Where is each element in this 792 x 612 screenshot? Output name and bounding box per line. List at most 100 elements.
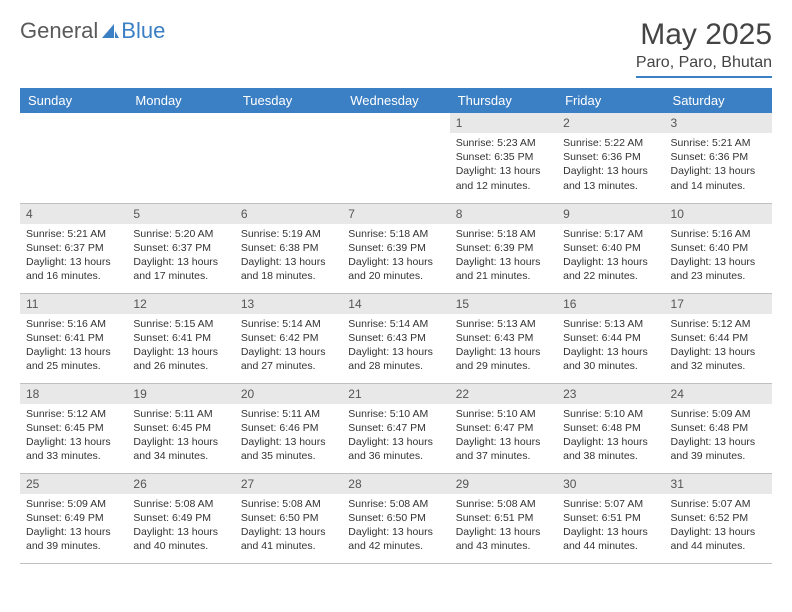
sunset-line: Sunset: 6:36 PM xyxy=(563,151,641,163)
sunrise-line: Sunrise: 5:10 AM xyxy=(456,408,536,420)
day-details: Sunrise: 5:10 AMSunset: 6:47 PMDaylight:… xyxy=(342,404,449,468)
day-number: 3 xyxy=(665,113,772,133)
weekday-header-row: SundayMondayTuesdayWednesdayThursdayFrid… xyxy=(20,88,772,113)
day-number: 4 xyxy=(20,204,127,224)
day-number: 27 xyxy=(235,474,342,494)
sunset-line: Sunset: 6:36 PM xyxy=(671,151,749,163)
logo-text-2: Blue xyxy=(121,18,165,44)
daylight-line: Daylight: 13 hours and 43 minutes. xyxy=(456,526,541,552)
sunrise-line: Sunrise: 5:08 AM xyxy=(456,498,536,510)
day-details: Sunrise: 5:07 AMSunset: 6:52 PMDaylight:… xyxy=(665,494,772,558)
daylight-line: Daylight: 13 hours and 41 minutes. xyxy=(241,526,326,552)
page-header: General Blue May 2025 Paro, Paro, Bhutan xyxy=(20,18,772,78)
daylight-line: Daylight: 13 hours and 39 minutes. xyxy=(26,526,111,552)
day-details: Sunrise: 5:16 AM Sunset: 6:40 PM Daylight:… xyxy=(665,224,772,288)
calendar-cell: 30Sunrise: 5:07 AMSunset: 6:51 PMDayligh… xyxy=(557,473,664,563)
sunrise-line: Sunrise: 5:21 AM xyxy=(671,137,751,149)
daylight-line: Daylight: 13 hours and 20 minutes. xyxy=(348,256,433,282)
sunset-line: Sunset: 6:42 PM xyxy=(241,332,319,344)
sunset-line: Sunset: 6:37 PM xyxy=(133,242,211,254)
sunset-line: Sunset: 6:50 PM xyxy=(348,512,426,524)
sunset-line: Sunset: 6:40 PM xyxy=(671,242,749,254)
day-number: 21 xyxy=(342,384,449,404)
sunrise-line: Sunrise: 5:18 AM xyxy=(348,228,428,240)
logo-text-1: General xyxy=(20,18,98,44)
daylight-line: Daylight: 13 hours and 14 minutes. xyxy=(671,165,756,191)
daylight-line: Daylight: 13 hours and 27 minutes. xyxy=(241,346,326,372)
calendar-cell: 27Sunrise: 5:08 AMSunset: 6:50 PMDayligh… xyxy=(235,473,342,563)
calendar-row: 11Sunrise: 5:16 AMSunset: 6:41 PMDayligh… xyxy=(20,293,772,383)
day-number: 17 xyxy=(665,294,772,314)
calendar-cell: 19Sunrise: 5:11 AMSunset: 6:45 PMDayligh… xyxy=(127,383,234,473)
day-number: 10 xyxy=(665,204,772,224)
sunrise-line: Sunrise: 5:16 AM xyxy=(26,318,106,330)
day-number: 13 xyxy=(235,294,342,314)
day-details: Sunrise: 5:16 AMSunset: 6:41 PMDaylight:… xyxy=(20,314,127,378)
daylight-line: Daylight: 13 hours and 23 minutes. xyxy=(671,256,756,282)
day-details: Sunrise: 5:10 AMSunset: 6:47 PMDaylight:… xyxy=(450,404,557,468)
day-number: 18 xyxy=(20,384,127,404)
sunrise-line: Sunrise: 5:14 AM xyxy=(348,318,428,330)
calendar-cell: 10 Sunrise: 5:16 AM Sunset: 6:40 PM Dayligh… xyxy=(665,203,772,293)
sunset-line: Sunset: 6:35 PM xyxy=(456,151,534,163)
day-number: 7 xyxy=(342,204,449,224)
day-details: Sunrise: 5:23 AMSunset: 6:35 PMDaylight:… xyxy=(450,133,557,197)
sunrise-line: Sunrise: 5:16 AM xyxy=(671,228,751,240)
calendar-row: 18Sunrise: 5:12 AMSunset: 6:45 PMDayligh… xyxy=(20,383,772,473)
weekday-header: Sunday xyxy=(20,88,127,113)
day-details: Sunrise: 5:09 AMSunset: 6:49 PMDaylight:… xyxy=(20,494,127,558)
sunset-line: Sunset: 6:46 PM xyxy=(241,422,319,434)
calendar-cell xyxy=(20,113,127,203)
calendar-cell: 6Sunrise: 5:19 AMSunset: 6:38 PMDaylight… xyxy=(235,203,342,293)
sunset-line: Sunset: 6:44 PM xyxy=(563,332,641,344)
daylight-line: Daylight: 13 hours and 26 minutes. xyxy=(133,346,218,372)
day-details: Sunrise: 5:12 AMSunset: 6:45 PMDaylight:… xyxy=(20,404,127,468)
calendar-cell: 3 Sunrise: 5:21 AM Sunset: 6:36 PM Daylight… xyxy=(665,113,772,203)
daylight-line: Daylight: 13 hours and 16 minutes. xyxy=(26,256,111,282)
sunset-line: Sunset: 6:45 PM xyxy=(133,422,211,434)
day-number: 9 xyxy=(557,204,664,224)
daylight-line: Daylight: 13 hours and 18 minutes. xyxy=(241,256,326,282)
daylight-line: Daylight: 13 hours and 38 minutes. xyxy=(563,436,648,462)
sunset-line: Sunset: 6:48 PM xyxy=(671,422,749,434)
sunrise-line: Sunrise: 5:23 AM xyxy=(456,137,536,149)
daylight-line: Daylight: 13 hours and 28 minutes. xyxy=(348,346,433,372)
weekday-header: Friday xyxy=(557,88,664,113)
sunrise-line: Sunrise: 5:13 AM xyxy=(456,318,536,330)
calendar-cell: 9Sunrise: 5:17 AMSunset: 6:40 PMDaylight… xyxy=(557,203,664,293)
day-details: Sunrise: 5:18 AMSunset: 6:39 PMDaylight:… xyxy=(450,224,557,288)
day-number: 15 xyxy=(450,294,557,314)
sunrise-line: Sunrise: 5:17 AM xyxy=(563,228,643,240)
day-number: 6 xyxy=(235,204,342,224)
sunrise-line: Sunrise: 5:10 AM xyxy=(348,408,428,420)
calendar-cell: 12Sunrise: 5:15 AMSunset: 6:41 PMDayligh… xyxy=(127,293,234,383)
day-details: Sunrise: 5:21 AMSunset: 6:37 PMDaylight:… xyxy=(20,224,127,288)
sunset-line: Sunset: 6:38 PM xyxy=(241,242,319,254)
sunset-line: Sunset: 6:43 PM xyxy=(348,332,426,344)
day-number: 30 xyxy=(557,474,664,494)
day-number: 8 xyxy=(450,204,557,224)
calendar-cell: 24Sunrise: 5:09 AMSunset: 6:48 PMDayligh… xyxy=(665,383,772,473)
weekday-header: Wednesday xyxy=(342,88,449,113)
calendar-cell: 4Sunrise: 5:21 AMSunset: 6:37 PMDaylight… xyxy=(20,203,127,293)
sunset-line: Sunset: 6:47 PM xyxy=(456,422,534,434)
daylight-line: Daylight: 13 hours and 44 minutes. xyxy=(671,526,756,552)
calendar-cell: 2Sunrise: 5:22 AMSunset: 6:36 PMDaylight… xyxy=(557,113,664,203)
sunrise-line: Sunrise: 5:08 AM xyxy=(133,498,213,510)
calendar-cell: 17Sunrise: 5:12 AMSunset: 6:44 PMDayligh… xyxy=(665,293,772,383)
calendar-cell: 25Sunrise: 5:09 AMSunset: 6:49 PMDayligh… xyxy=(20,473,127,563)
day-number: 16 xyxy=(557,294,664,314)
day-number: 26 xyxy=(127,474,234,494)
sunrise-line: Sunrise: 5:12 AM xyxy=(671,318,751,330)
calendar-cell: 11Sunrise: 5:16 AMSunset: 6:41 PMDayligh… xyxy=(20,293,127,383)
sunrise-line: Sunrise: 5:07 AM xyxy=(671,498,751,510)
daylight-line: Daylight: 13 hours and 17 minutes. xyxy=(133,256,218,282)
calendar-cell: 7Sunrise: 5:18 AMSunset: 6:39 PMDaylight… xyxy=(342,203,449,293)
daylight-line: Daylight: 13 hours and 42 minutes. xyxy=(348,526,433,552)
calendar-cell xyxy=(127,113,234,203)
day-number: 28 xyxy=(342,474,449,494)
day-details: Sunrise: 5:12 AMSunset: 6:44 PMDaylight:… xyxy=(665,314,772,378)
day-number: 5 xyxy=(127,204,234,224)
day-number: 29 xyxy=(450,474,557,494)
day-number: 2 xyxy=(557,113,664,133)
